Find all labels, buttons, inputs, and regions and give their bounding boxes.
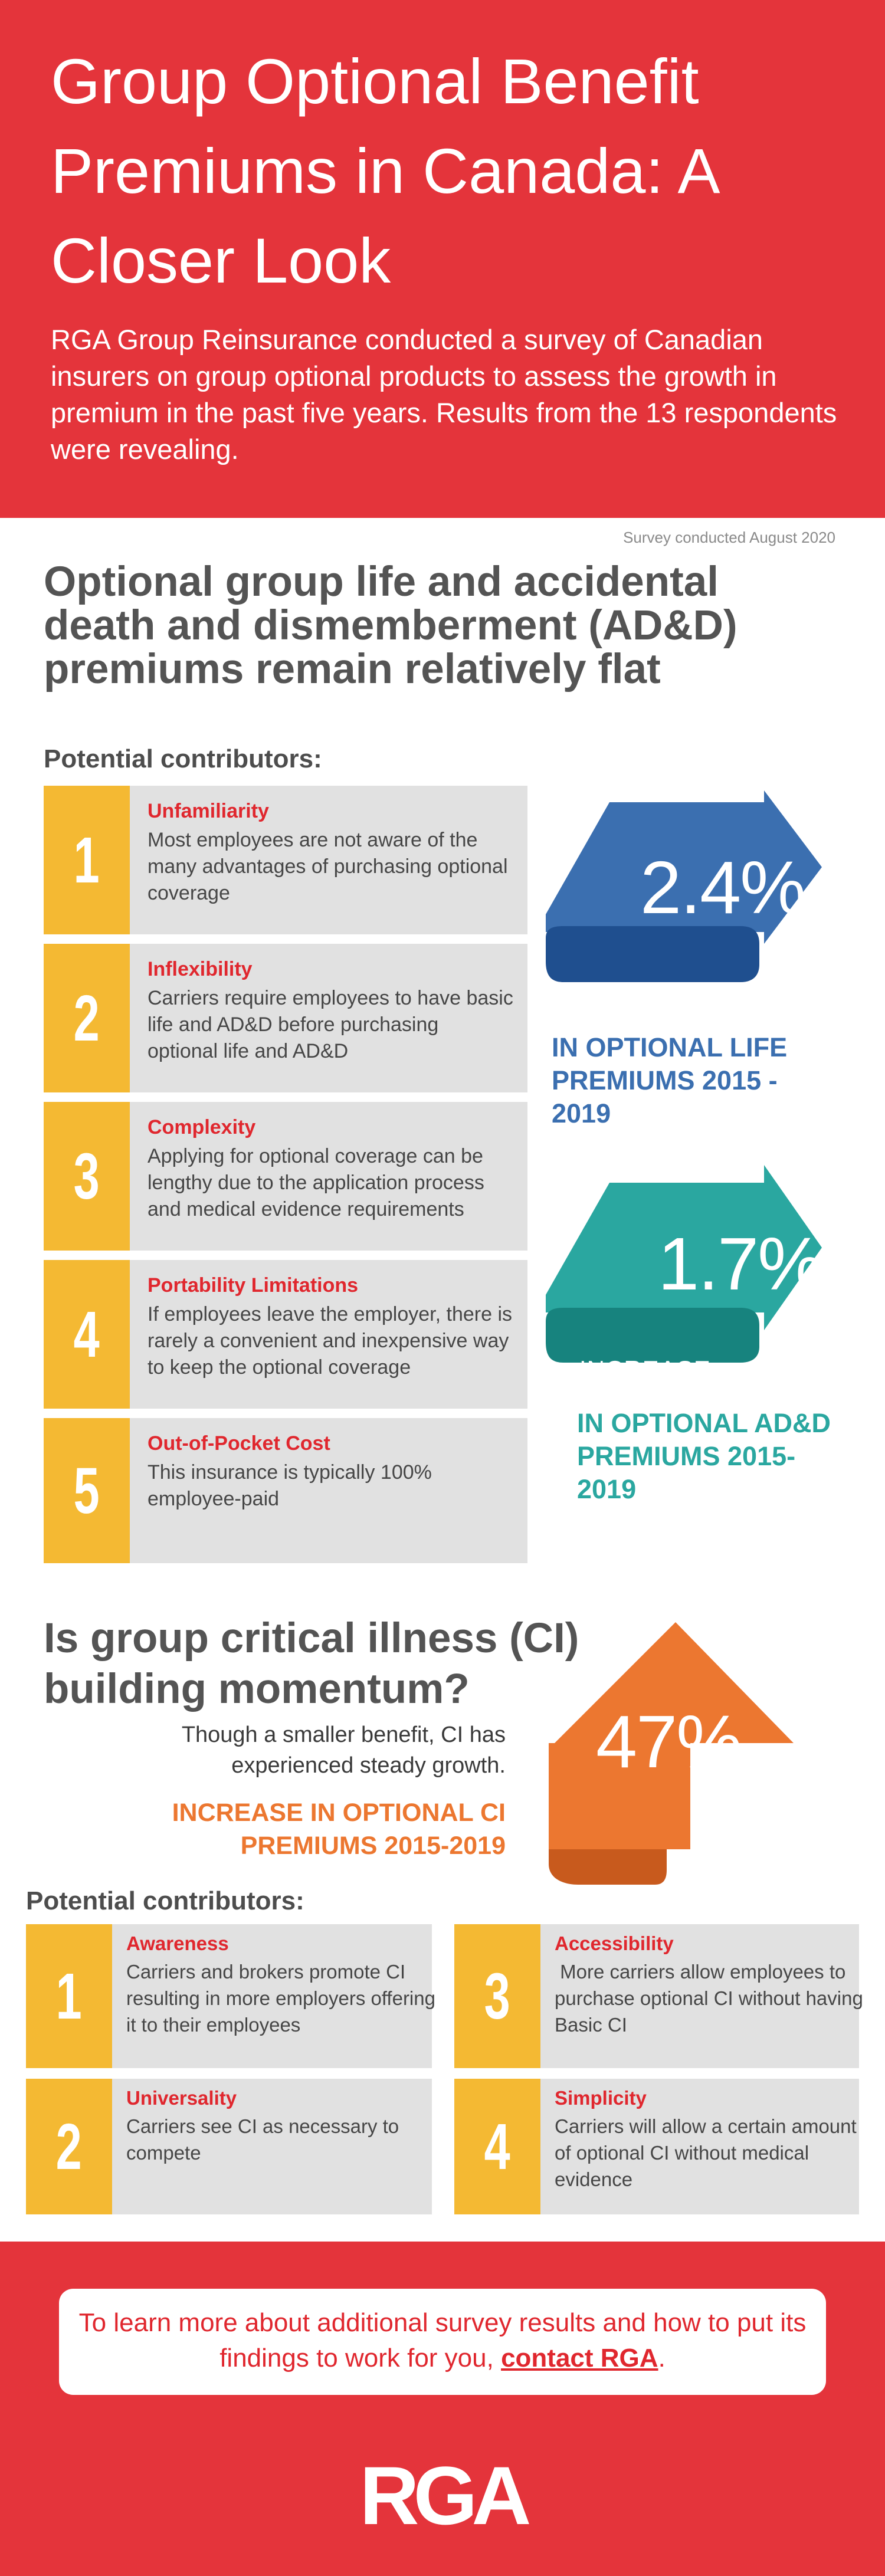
card-body: Carriers and brokers promote CI resultin… [126,1961,435,2036]
ci-increase-caption: INCREASE IN OPTIONAL CI PREMIUMS 2015-20… [172,1799,506,1860]
contact-rga-link[interactable]: contact RGA [501,2344,658,2372]
ci-arrow-shape [549,1622,794,1849]
card-body: Most employees are not aware of the many… [148,829,508,904]
life-increase-arrow-graphic [546,790,822,982]
cta-text-lead: To learn more about additional survey re… [78,2308,807,2372]
card-number: 1 [44,786,130,934]
intro-text: RGA Group Reinsurance conducted a survey… [51,324,837,465]
ci-increase-arrow-graphic [549,1622,794,1885]
add-increase-label: INCREASE [579,1356,711,1383]
ci-increase-value: 47% [596,1700,742,1783]
life-increase-value: 2.4% [640,846,806,929]
card-title: Complexity [148,1116,256,1138]
ci-card-accessibility: 3 Accessibility More carriers allow empl… [454,1924,863,2068]
ci-card-universality: 2 Universality Carriers see CI as necess… [26,2079,432,2214]
card-body: Carriers will allow a certain amount of … [555,2115,857,2190]
card-body: Carriers require employees to have basic… [148,987,513,1062]
ci-card-awareness: 1 Awareness Carriers and brokers promote… [26,1924,435,2068]
card-title: Out-of-Pocket Cost [148,1432,330,1455]
contributor-card-inflexibility: 2 Inflexibility Carriers require employe… [44,944,527,1092]
card-number: 4 [44,1260,130,1409]
header-banner: Group Optional Benefit Premiums in Canad… [0,0,885,518]
survey-date: Survey conducted August 2020 [623,529,835,546]
card-number: 2 [26,2079,112,2214]
card-title: Inflexibility [148,958,253,980]
section1-contributors-label: Potential contributors: [44,744,322,773]
contributor-card-complexity: 3 Complexity Applying for optional cover… [44,1102,527,1251]
life-increase-caption: IN OPTIONAL LIFE PREMIUMS 2015 - 2019 [552,1032,788,1128]
cta-text: To learn more about additional survey re… [59,2305,826,2376]
ci-description: Though a smaller benefit, CI has experie… [181,1722,506,1778]
rga-logo: RGA [359,2449,531,2542]
contributor-card-out-of-pocket: 5 Out-of-Pocket Cost This insurance is t… [44,1418,527,1563]
add-arrow-shape [546,1165,822,1330]
card-body: More carriers allow employees to purchas… [555,1961,868,2036]
section2-title: Is group critical illness (CI) building … [44,1615,579,1712]
page-title: Group Optional Benefit Premiums in Canad… [51,45,717,296]
card-number: 3 [44,1102,130,1251]
card-body: Carriers see CI as necessary to compete [126,2115,399,2164]
card-number: 2 [44,944,130,1092]
contributor-card-portability: 4 Portability Limitations If employees l… [44,1260,527,1409]
add-increase-arrow-graphic [546,1165,822,1363]
card-title: Accessibility [555,1932,674,1954]
add-ribbon-shape [546,1308,759,1363]
card-number: 3 [454,1924,540,2068]
card-number: 5 [44,1418,130,1563]
card-body: This insurance is typically 100% employe… [148,1461,432,1510]
section2-contributors-label: Potential contributors: [26,1886,304,1915]
cta-text-end: . [658,2344,666,2372]
add-increase-value: 1.7% [658,1222,824,1305]
ci-card-simplicity: 4 Simplicity Carriers will allow a certa… [454,2079,859,2214]
life-arrow-shape [546,790,822,944]
contributor-card-unfamiliarity: 1 Unfamiliarity Most employees are not a… [44,786,527,934]
card-title: Simplicity [555,2087,647,2109]
card-title: Portability Limitations [148,1274,359,1297]
card-body: Applying for optional coverage can be le… [148,1145,484,1220]
card-title: Awareness [126,1932,229,1954]
card-body: If employees leave the employer, there i… [148,1303,512,1379]
add-increase-caption: IN OPTIONAL AD&D PREMIUMS 2015-2019 [577,1408,831,1504]
card-title: Unfamiliarity [148,800,269,822]
card-number: 1 [26,1924,112,2068]
life-increase-label: INCREASE [579,978,711,1006]
card-title: Universality [126,2087,237,2109]
card-number: 4 [454,2079,540,2214]
cta-box [59,2289,826,2395]
section1-title: Optional group life and accidental death… [44,559,738,693]
life-ribbon-shape [546,926,759,982]
